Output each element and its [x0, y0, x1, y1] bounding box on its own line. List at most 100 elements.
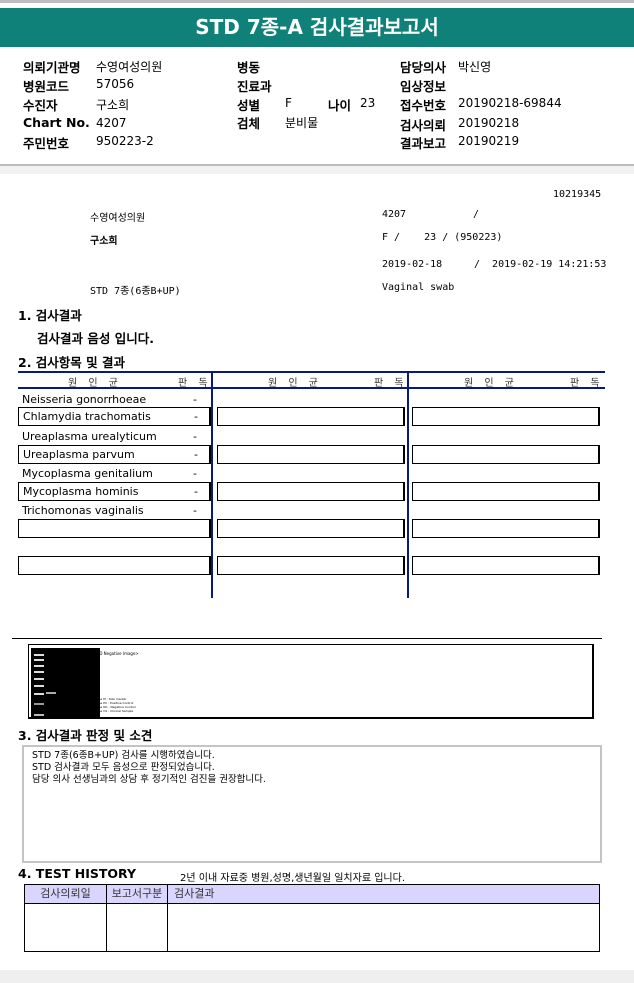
header-result: 검사결과	[174, 887, 215, 900]
table-row: Trichomonas vaginalis -	[18, 502, 211, 520]
table-row: Ureaplasma urealyticum -	[18, 428, 211, 446]
section1-title: 1. 검사결과	[18, 308, 82, 323]
header-request-date: 검사의뢰일	[25, 885, 107, 903]
legend-item: Lane CS : Clinical Sample	[95, 709, 134, 713]
gel-image-panel: <STD Negative Image> Lane M : Size marke…	[28, 644, 594, 719]
findings-box: STD 7종(6종B+UP) 검사를 시행하였습니다. STD 검사결과 모두 …	[22, 745, 602, 863]
legend-item: Lane NC : Negative Control	[95, 705, 136, 709]
request-label: 검사의뢰	[400, 118, 447, 133]
print-patient: 구소희	[90, 236, 118, 247]
receipt-value: 20190218-69844	[458, 96, 562, 110]
history-note: 2년 이내 자료중 병원,성명,생년월일 일치자료 입니다.	[180, 873, 405, 884]
report-id: 10219345	[553, 189, 602, 200]
page-gap	[0, 166, 634, 174]
doctor-label: 담당의사	[400, 60, 447, 75]
section-rule	[12, 638, 602, 639]
pathogen-result: -	[193, 430, 197, 443]
sex-label: 성별	[237, 98, 261, 113]
finding-line: STD 7종(6종B+UP) 검사를 시행하였습니다.	[32, 750, 215, 761]
page-footer-gap	[0, 970, 634, 983]
pathogen-name: Mycoplasma hominis	[23, 485, 139, 498]
print-specimen: Vaginal swab	[382, 282, 455, 293]
resident-label: 주민번호	[23, 136, 70, 151]
table-row: Chlamydia trachomatis -	[18, 407, 211, 426]
empty-row	[217, 407, 405, 426]
history-row	[25, 904, 599, 951]
column-rule	[407, 371, 409, 598]
pathogen-result: -	[193, 467, 197, 480]
hospital-code-value: 57056	[96, 77, 135, 91]
pathogen-result: -	[193, 393, 197, 406]
header-result: 판 독	[570, 378, 604, 389]
table-row: Mycoplasma genitalium -	[18, 465, 211, 483]
header-pathogen: 원 인 균	[68, 378, 122, 389]
table-top-rule	[18, 371, 605, 373]
report-value: 20190219	[458, 134, 520, 148]
age-label: 나이	[328, 98, 352, 113]
empty-row	[412, 445, 600, 464]
receipt-label: 접수번호	[400, 98, 447, 113]
history-table: 검사의뢰일 보고서구분 검사결과	[24, 884, 600, 952]
print-chart-sep: /	[473, 209, 480, 220]
empty-row	[18, 556, 211, 575]
print-request-date: 2019-02-18	[382, 259, 443, 270]
dept-label: 진료과	[237, 79, 272, 94]
header-pathogen: 원 인 균	[464, 378, 518, 389]
chart-label: Chart No.	[23, 115, 90, 130]
legend-item: Lane M : Size marker	[95, 697, 127, 701]
top-border	[0, 0, 634, 3]
result-summary: 검사결과 음성 입니다.	[37, 331, 154, 346]
specimen-value: 분비물	[285, 116, 319, 130]
table-row: Neisseria gonorrhoeae -	[18, 391, 211, 409]
pathogen-result: -	[194, 410, 198, 423]
section4-title: 4. TEST HISTORY	[18, 866, 137, 881]
ward-label: 병동	[237, 60, 261, 75]
section2-title: 2. 검사항목 및 결과	[18, 355, 126, 370]
legend-item: Lane PC : Positive Control	[95, 701, 134, 705]
header-result: 판 독	[178, 378, 212, 389]
pathogen-name: Neisseria gonorrhoeae	[22, 393, 147, 406]
column-rule	[211, 371, 213, 598]
pathogen-result: -	[194, 485, 198, 498]
empty-row	[18, 519, 211, 538]
header-report-type: 보고서구분	[107, 885, 168, 903]
finding-line: 담당 의사 선생님과의 상담 후 정기적인 검진을 권장합니다.	[32, 774, 266, 785]
doctor-value: 박신영	[458, 60, 492, 74]
empty-row	[217, 519, 405, 538]
section3-title: 3. 검사결과 판정 및 소견	[18, 728, 153, 743]
pathogen-name: Ureaplasma parvum	[23, 448, 135, 461]
print-chart: 4207	[382, 209, 407, 220]
patient-value: 구소희	[96, 98, 130, 112]
report-title: STD 7종-A 검사결과보고서	[0, 8, 634, 47]
table-row: Mycoplasma hominis -	[18, 482, 211, 501]
print-test: STD 7종(6종B+UP)	[90, 286, 181, 297]
pathogen-name: Ureaplasma urealyticum	[22, 430, 157, 443]
gel-caption: <STD Negative Image>	[91, 651, 139, 656]
specimen-label: 검체	[237, 116, 261, 131]
hospital-code-label: 병원코드	[23, 79, 70, 94]
empty-row	[217, 445, 405, 464]
pathogen-result: -	[193, 504, 197, 517]
age-value: 23	[360, 96, 376, 110]
divider	[0, 164, 634, 166]
pathogen-result: -	[194, 448, 198, 461]
finding-line: STD 검사결과 모두 음성으로 판정되었습니다.	[32, 762, 215, 773]
pathogen-name: Mycoplasma genitalium	[22, 467, 153, 480]
empty-row	[412, 482, 600, 501]
pathogen-name: Trichomonas vaginalis	[22, 504, 144, 517]
header-result: 판 독	[374, 378, 408, 389]
print-institution: 수영여성의원	[90, 213, 146, 224]
pathogen-name: Chlamydia trachomatis	[23, 410, 151, 423]
report-label: 결과보고	[400, 136, 447, 151]
chart-value: 4207	[96, 116, 127, 130]
empty-row	[217, 482, 405, 501]
gel-electrophoresis-image	[31, 648, 100, 718]
sex-value: F	[285, 96, 292, 110]
table-header-rule	[18, 387, 605, 389]
empty-row	[217, 556, 405, 575]
print-report-date: / 2019-02-19 14:21:53	[474, 259, 607, 270]
clinical-label: 임상정보	[400, 79, 447, 94]
institution-value: 수영여성의원	[96, 60, 163, 74]
patient-label: 수진자	[23, 98, 58, 113]
empty-row	[412, 519, 600, 538]
